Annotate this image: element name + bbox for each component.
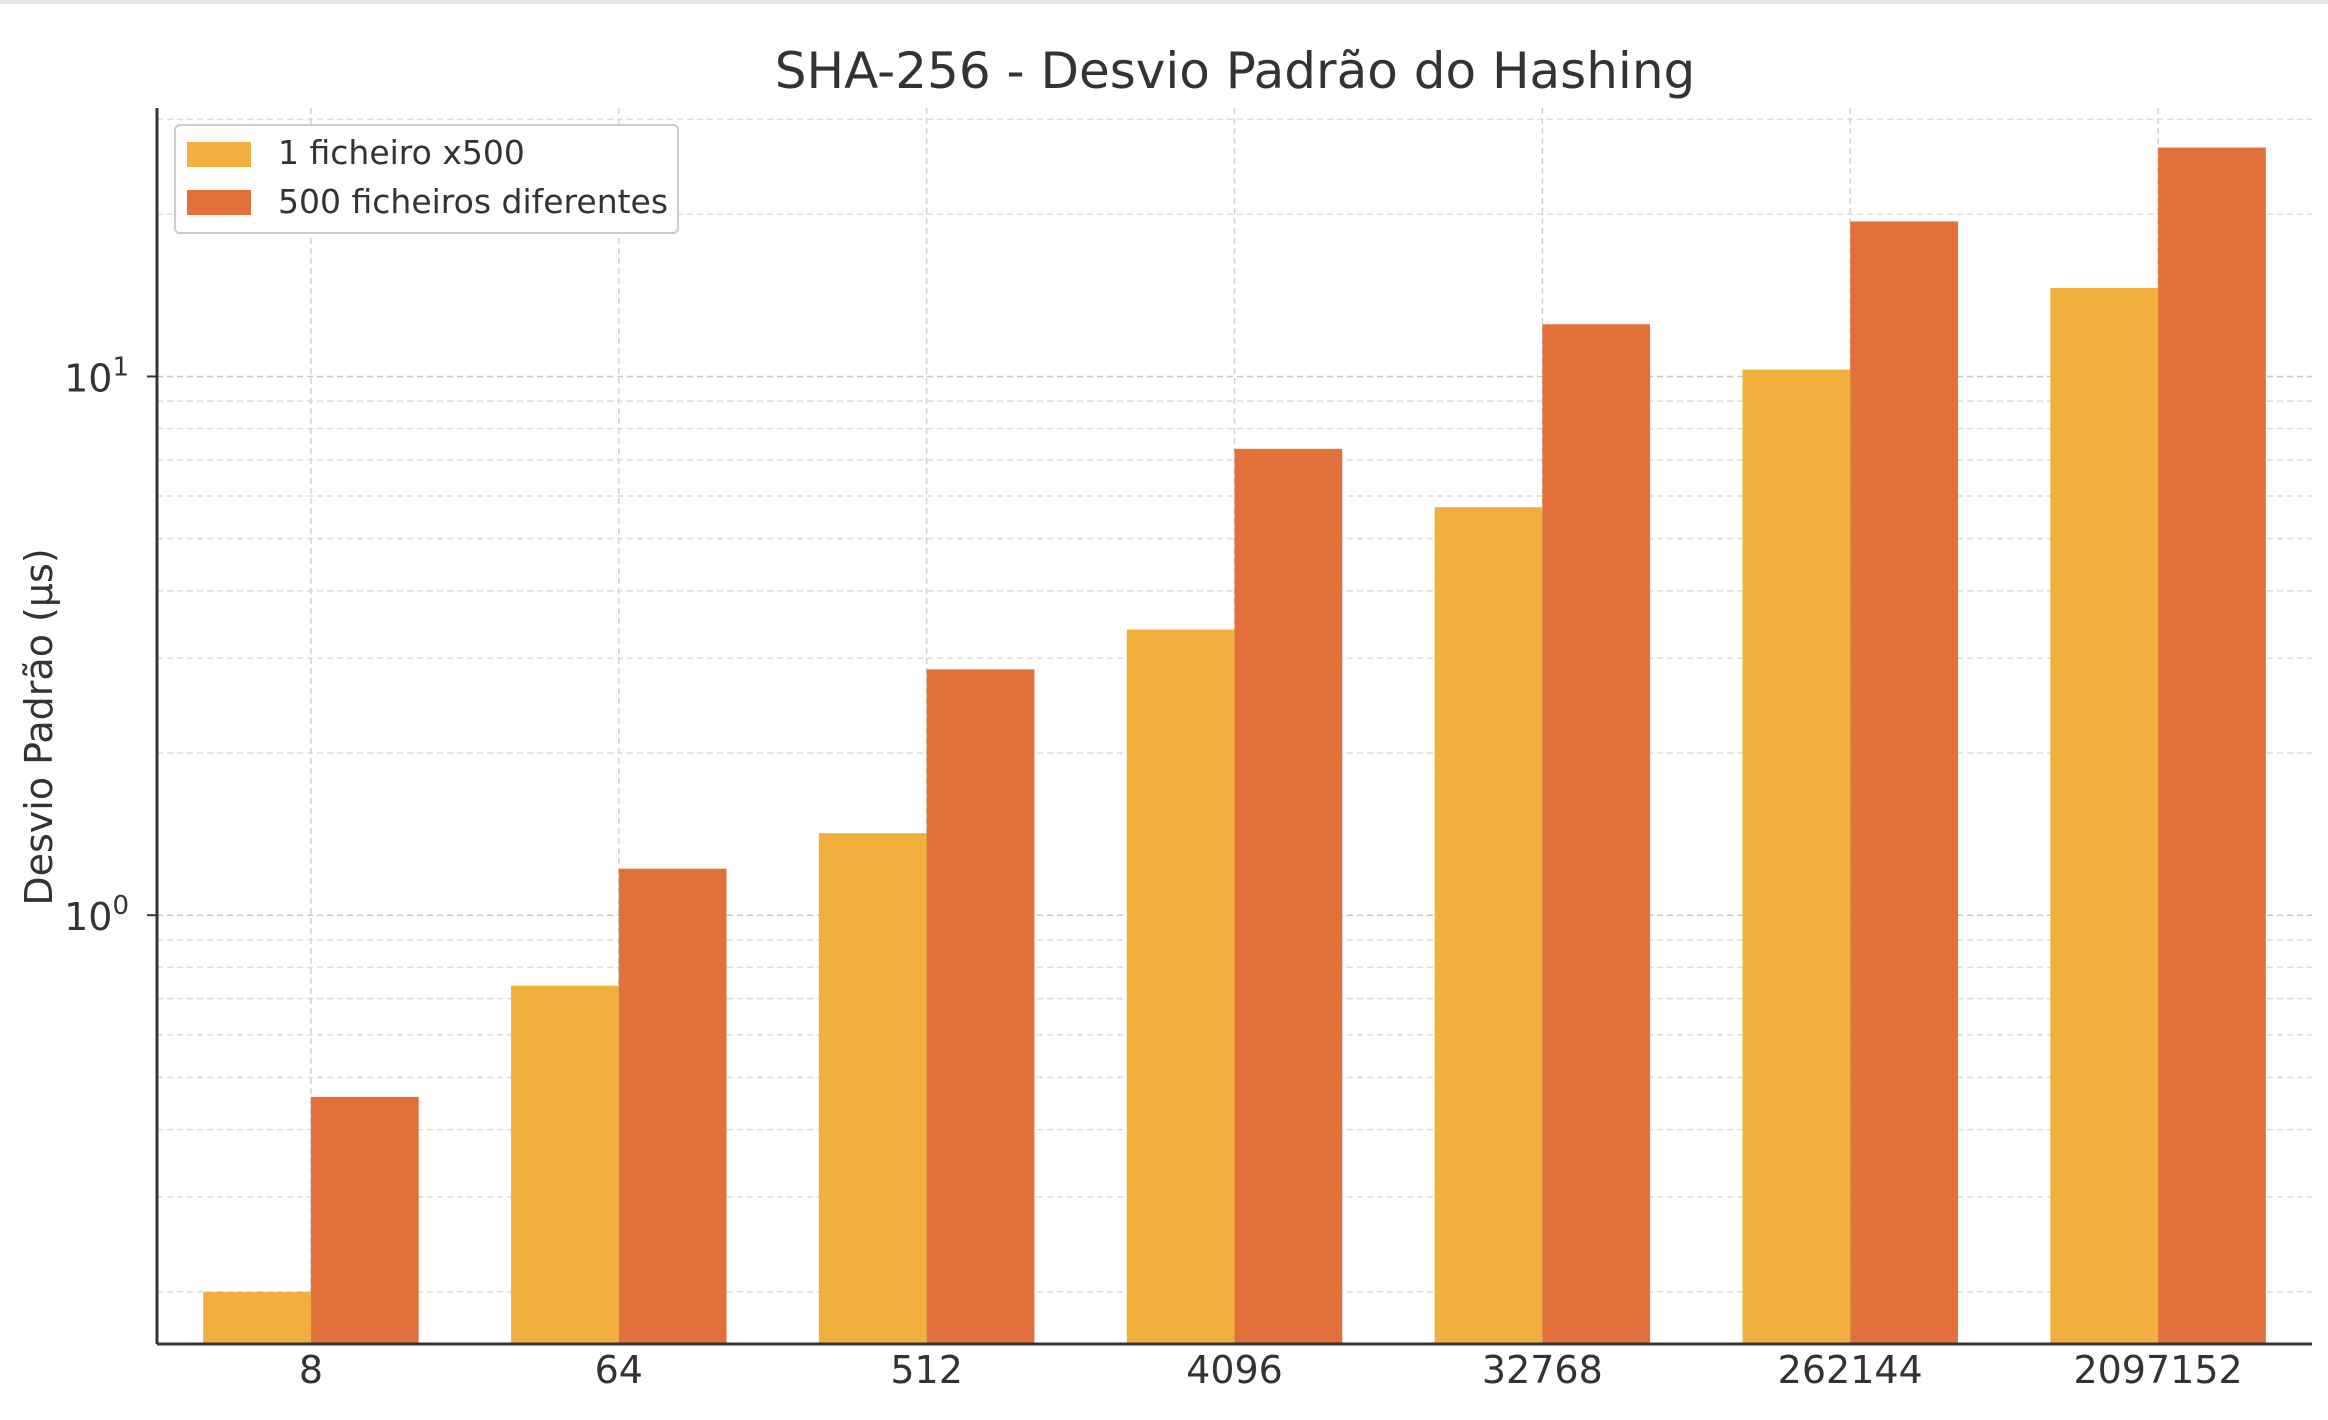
x-tick-label: 4096 (1186, 1348, 1283, 1392)
bar-different-files-2097152 (2158, 147, 2266, 1345)
bar-single-file-4096 (1126, 629, 1235, 1344)
bar-different-files-8 (310, 1096, 419, 1344)
x-tick-label: 8 (299, 1348, 323, 1392)
bars (203, 147, 2266, 1345)
x-tick-label: 32768 (1482, 1348, 1603, 1392)
x-tick-labels: 8 64 512 4096 32768 262144 2097152 (299, 1348, 2243, 1392)
x-tick-label: 2097152 (2073, 1348, 2242, 1392)
window-top-rule (0, 0, 2328, 4)
legend: 1 ficheiro x500 500 ficheiros diferentes (174, 124, 679, 234)
legend-label-1-ficheiro: 1 ficheiro x500 (278, 133, 525, 172)
bar-single-file-512 (818, 833, 927, 1344)
bar-different-files-4096 (1234, 448, 1343, 1344)
bar-different-files-64 (618, 868, 727, 1344)
axes (155, 108, 2312, 1346)
chart-title: SHA-256 - Desvio Padrão do Hashing (775, 42, 1696, 100)
y-tick-labels: 100 101 (64, 352, 157, 939)
bar-different-files-512 (926, 669, 1035, 1344)
x-tick-label: 262144 (1778, 1348, 1923, 1392)
bar-single-file-32768 (1434, 507, 1543, 1344)
x-tick-label: 64 (595, 1348, 643, 1392)
bar-single-file-2097152 (2050, 287, 2159, 1344)
bar-different-files-32768 (1542, 324, 1651, 1344)
y-axis-label: Desvio Padrão (µs) (17, 548, 61, 905)
bar-single-file-64 (511, 985, 619, 1344)
legend-swatch-1-ficheiro (187, 142, 251, 167)
legend-label-500-ficheiros: 500 ficheiros diferentes (278, 182, 668, 221)
bar-single-file-8 (203, 1291, 311, 1344)
y-tick-label: 101 (64, 352, 129, 400)
bar-different-files-262144 (1850, 221, 1958, 1344)
x-tick-label: 512 (890, 1348, 963, 1392)
legend-frame (174, 124, 679, 234)
y-tick-label: 100 (64, 891, 129, 939)
legend-swatch-500-ficheiros (187, 190, 251, 215)
bar-single-file-262144 (1742, 369, 1851, 1344)
